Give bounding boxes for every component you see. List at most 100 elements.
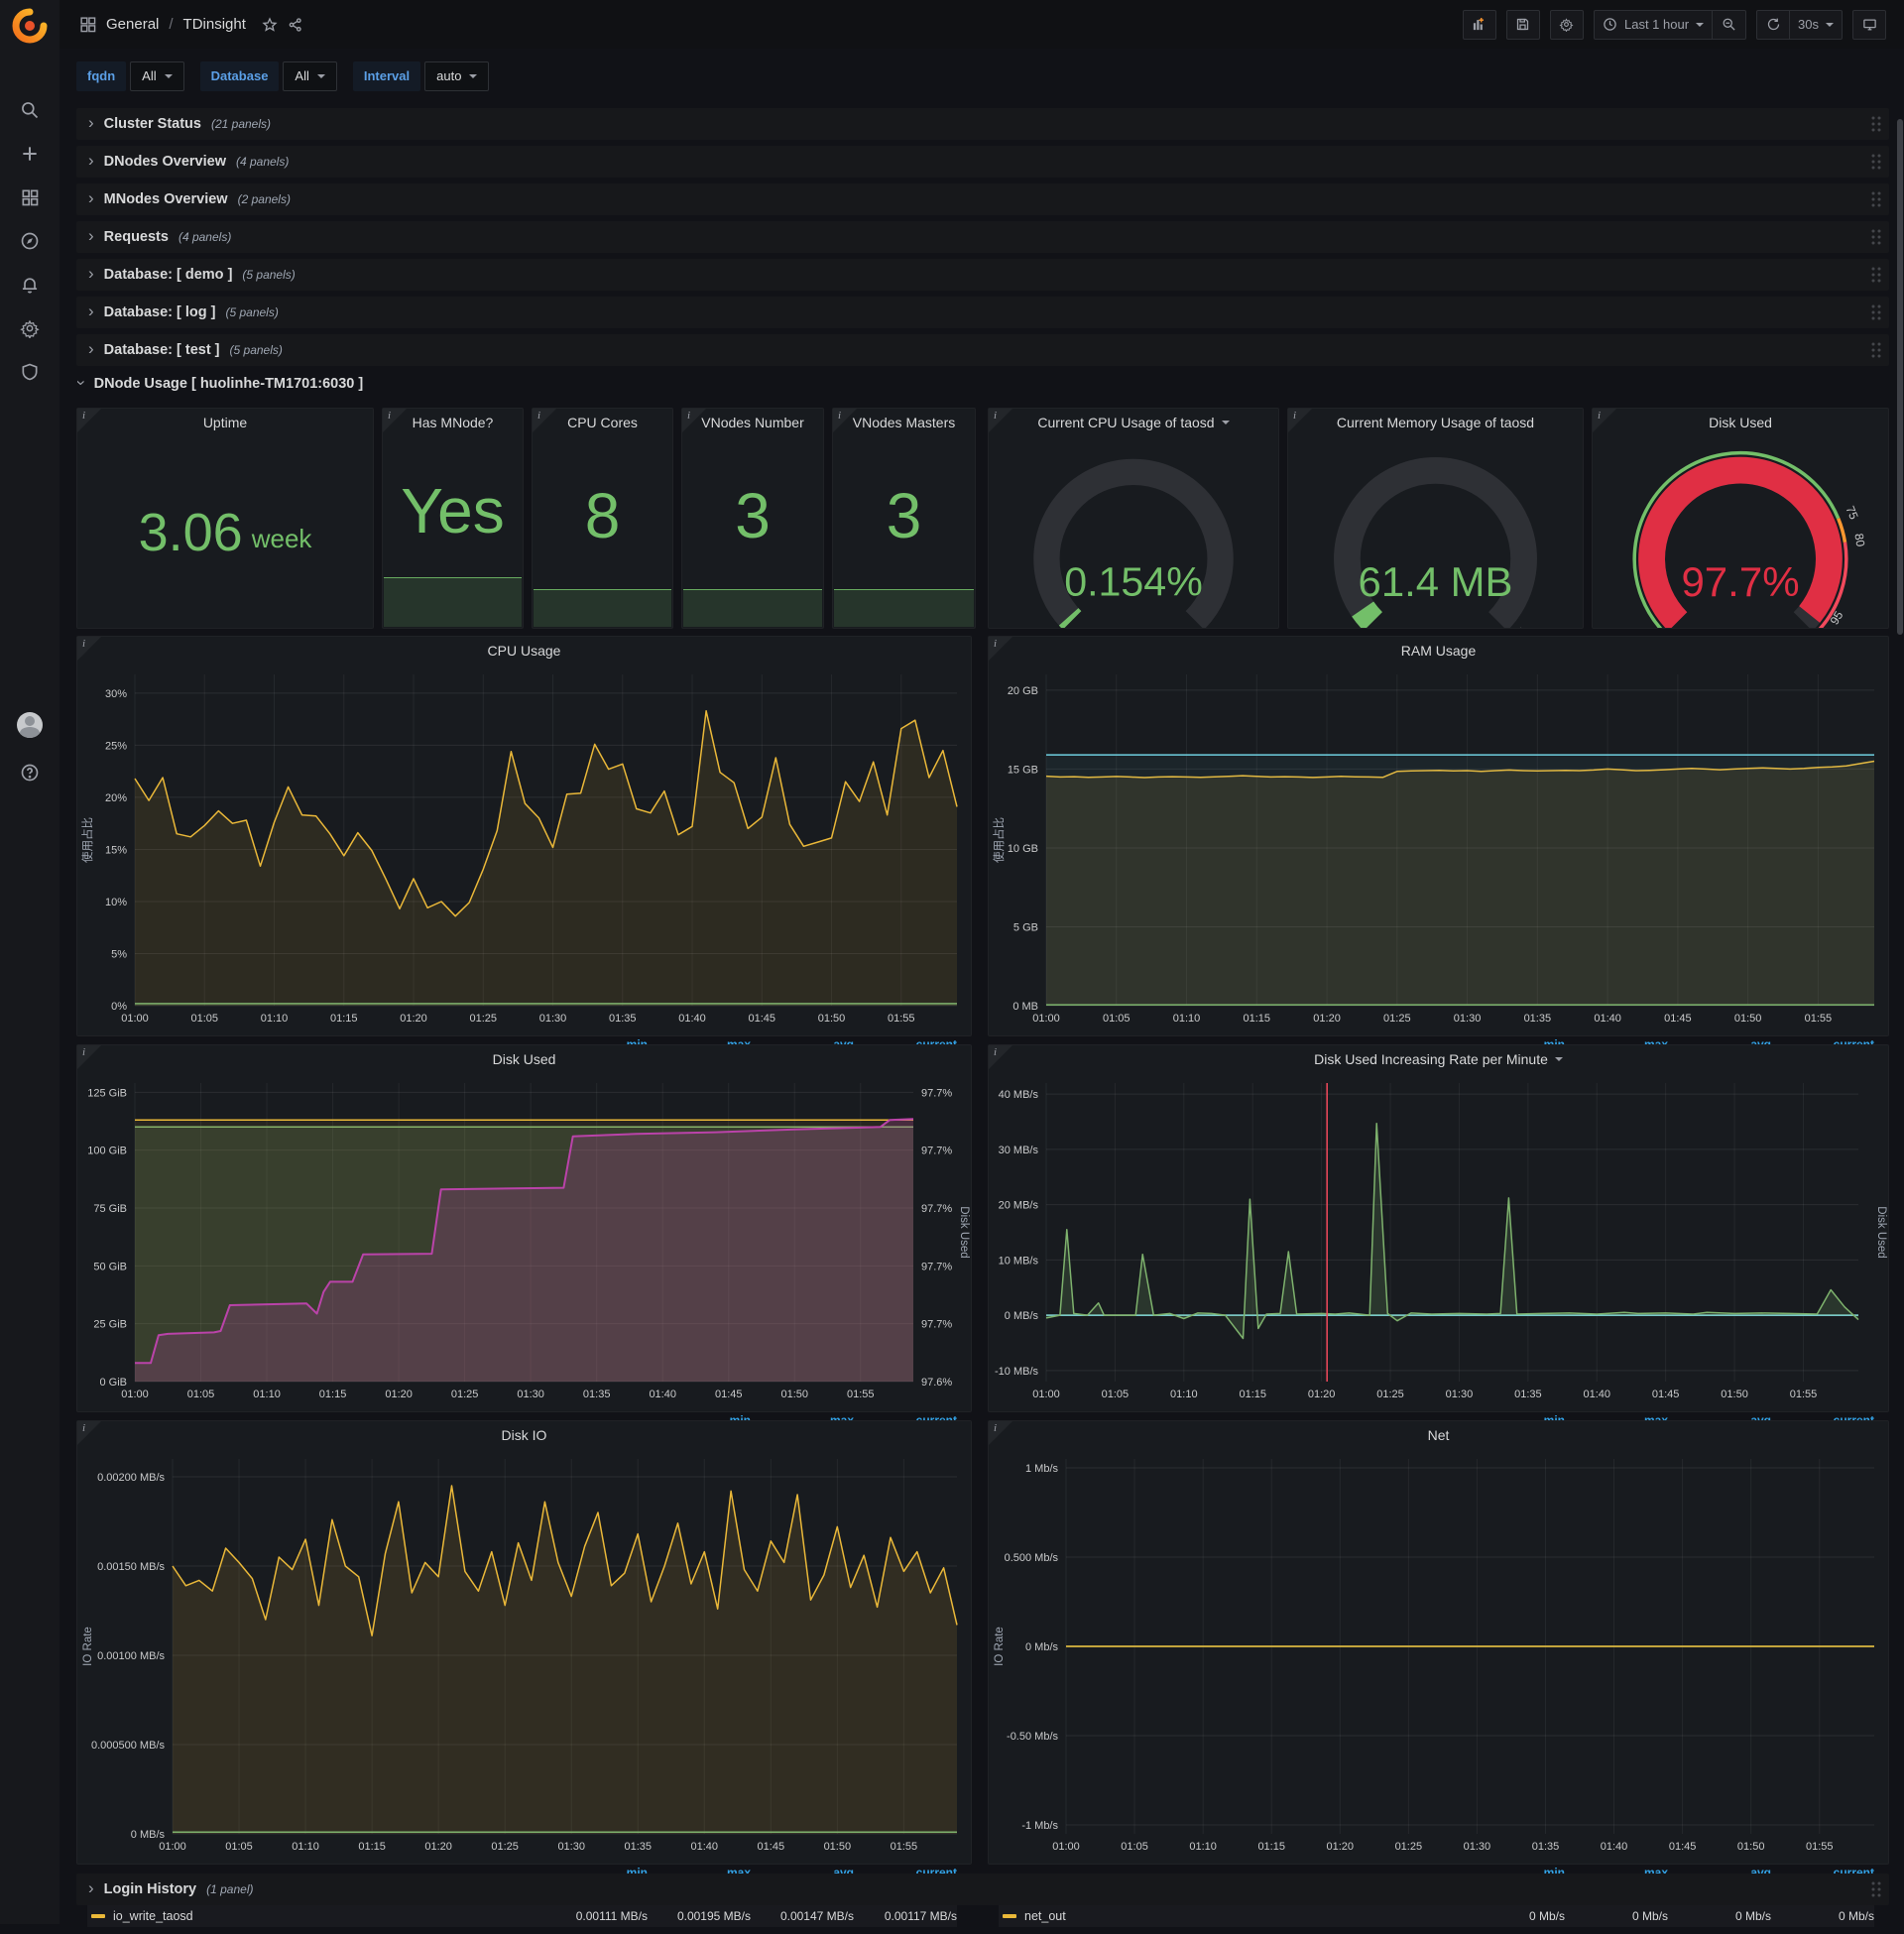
svg-text:01:00: 01:00 xyxy=(121,1013,149,1025)
breadcrumb-folder[interactable]: General xyxy=(106,16,160,33)
info-corner-icon[interactable] xyxy=(1593,409,1616,432)
panel-title[interactable]: Net xyxy=(1427,1427,1450,1443)
info-corner-icon[interactable] xyxy=(989,1421,1012,1445)
star-icon[interactable] xyxy=(262,16,278,33)
help-icon[interactable] xyxy=(19,762,41,784)
drag-handle-icon[interactable] xyxy=(1869,303,1883,321)
svg-text:0 MB/s: 0 MB/s xyxy=(1005,1310,1039,1322)
row-cluster-status[interactable]: › Cluster Status (21 panels) xyxy=(76,108,1889,140)
row-dnodes-overview[interactable]: › DNodes Overview (4 panels) xyxy=(76,146,1889,178)
cycle-view-mode-button[interactable] xyxy=(1852,9,1886,40)
svg-text:01:15: 01:15 xyxy=(330,1013,358,1025)
svg-text:97.7%: 97.7% xyxy=(921,1146,952,1157)
panel-title[interactable]: Uptime xyxy=(202,415,248,430)
info-corner-icon[interactable] xyxy=(682,409,706,432)
configuration-icon[interactable] xyxy=(19,317,41,339)
svg-text:30%: 30% xyxy=(105,688,127,700)
variable-value-database[interactable]: All xyxy=(283,61,337,91)
svg-text:97.7%: 97.7% xyxy=(921,1087,952,1099)
info-corner-icon[interactable] xyxy=(77,409,101,432)
row-database-demo[interactable]: › Database: [ demo ] (5 panels) xyxy=(76,259,1889,291)
svg-text:01:20: 01:20 xyxy=(424,1841,452,1853)
info-corner-icon[interactable] xyxy=(989,409,1012,432)
variable-value-interval[interactable]: auto xyxy=(424,61,490,91)
drag-handle-icon[interactable] xyxy=(1869,266,1883,284)
series-name[interactable]: net_out xyxy=(1024,1909,1066,1923)
info-corner-icon[interactable] xyxy=(383,409,407,432)
info-corner-icon[interactable] xyxy=(77,1421,101,1445)
panel-title[interactable]: Disk Used Increasing Rate per Minute xyxy=(989,1045,1888,1073)
row-mnodes-overview[interactable]: › MNodes Overview (2 panels) xyxy=(76,183,1889,215)
add-panel-button[interactable] xyxy=(1462,9,1496,40)
row-title: DNodes Overview xyxy=(103,154,226,170)
plus-icon[interactable] xyxy=(19,143,41,165)
ram-usage-chart: 01:00 01:05 01:10 01:15 01:20 01:25 01:30 01:35… xyxy=(989,665,1888,1032)
svg-text:01:45: 01:45 xyxy=(1664,1013,1692,1025)
variable-value-fqdn[interactable]: All xyxy=(130,61,184,91)
row-requests[interactable]: › Requests (4 panels) xyxy=(76,221,1889,253)
panel-title[interactable]: Disk IO xyxy=(501,1427,547,1443)
drag-handle-icon[interactable] xyxy=(1869,341,1883,359)
svg-text:01:05: 01:05 xyxy=(187,1389,215,1400)
svg-text:15 GB: 15 GB xyxy=(1008,764,1038,776)
panel-title[interactable]: Current CPU Usage of taosd xyxy=(989,409,1278,436)
panel-title[interactable]: RAM Usage xyxy=(1400,643,1477,659)
svg-text:使用占比: 使用占比 xyxy=(80,817,94,863)
refresh-interval-picker[interactable]: 30s xyxy=(1790,9,1843,40)
chevron-right-icon: › xyxy=(88,339,94,358)
panel-title[interactable]: Disk Used xyxy=(1709,415,1772,430)
svg-text:0 GiB: 0 GiB xyxy=(99,1377,127,1389)
panel-title[interactable]: VNodes Number xyxy=(701,415,804,430)
panel-title[interactable]: Has MNode? xyxy=(412,415,494,430)
info-corner-icon[interactable] xyxy=(1288,409,1312,432)
refresh-button[interactable] xyxy=(1756,9,1791,40)
drag-handle-icon[interactable] xyxy=(1869,1880,1883,1898)
drag-handle-icon[interactable] xyxy=(1869,190,1883,208)
alerting-icon[interactable] xyxy=(19,274,41,296)
drag-handle-icon[interactable] xyxy=(1869,153,1883,171)
row-database-test[interactable]: › Database: [ test ] (5 panels) xyxy=(76,334,1889,366)
time-range-picker[interactable]: Last 1 hour xyxy=(1593,9,1714,40)
chevron-down-icon xyxy=(316,74,325,78)
dashboards-icon[interactable] xyxy=(19,186,41,208)
chevron-right-icon: › xyxy=(88,113,94,132)
svg-text:01:00: 01:00 xyxy=(1032,1389,1060,1400)
drag-handle-icon[interactable] xyxy=(1869,228,1883,246)
drag-handle-icon[interactable] xyxy=(1869,115,1883,133)
dashboard-settings-button[interactable] xyxy=(1549,9,1584,40)
panel-title[interactable]: Current Memory Usage of taosd xyxy=(1336,415,1535,430)
scrollbar-thumb[interactable] xyxy=(1897,119,1903,635)
info-corner-icon[interactable] xyxy=(989,637,1012,661)
row-login-history[interactable]: › Login History (1 panel) xyxy=(76,1874,1889,1905)
panel-title[interactable]: VNodes Masters xyxy=(852,415,956,430)
info-corner-icon[interactable] xyxy=(77,1045,101,1069)
stat-value: Yes xyxy=(401,474,505,546)
series-name[interactable]: io_write_taosd xyxy=(113,1909,193,1923)
info-corner-icon[interactable] xyxy=(833,409,857,432)
dashboard-rows: › Cluster Status (21 panels) › DNodes Overvi… xyxy=(76,108,1889,372)
svg-text:01:10: 01:10 xyxy=(1189,1841,1217,1853)
breadcrumb-dashboard[interactable]: TDinsight xyxy=(182,16,246,33)
svg-text:97.7%: 97.7% xyxy=(921,1319,952,1331)
row-dnode-usage[interactable]: › DNode Usage [ huolinhe-TM1701:6030 ] xyxy=(72,373,363,395)
panel-title[interactable]: Disk Used xyxy=(492,1051,556,1067)
svg-text:75: 75 xyxy=(1844,504,1861,522)
grafana-logo[interactable] xyxy=(10,6,50,46)
panel-title[interactable]: CPU Usage xyxy=(487,643,561,659)
info-corner-icon[interactable] xyxy=(989,1045,1012,1069)
search-icon[interactable] xyxy=(19,99,41,121)
info-corner-icon[interactable] xyxy=(533,409,556,432)
panel-disk-rate-chart: i Disk Used Increasing Rate per Minute 0… xyxy=(988,1044,1889,1493)
zoom-out-time-button[interactable] xyxy=(1713,9,1747,40)
row-database-log[interactable]: › Database: [ log ] (5 panels) xyxy=(76,297,1889,328)
explore-icon[interactable] xyxy=(19,230,41,252)
info-corner-icon[interactable] xyxy=(77,637,101,661)
svg-text:01:55: 01:55 xyxy=(888,1013,915,1025)
save-dashboard-button[interactable] xyxy=(1505,9,1540,40)
server-admin-icon[interactable] xyxy=(19,361,41,383)
svg-text:01:20: 01:20 xyxy=(385,1389,413,1400)
panel-title[interactable]: CPU Cores xyxy=(567,415,638,430)
svg-text:01:35: 01:35 xyxy=(1514,1389,1542,1400)
share-icon[interactable] xyxy=(288,17,303,33)
user-avatar[interactable] xyxy=(17,712,43,738)
